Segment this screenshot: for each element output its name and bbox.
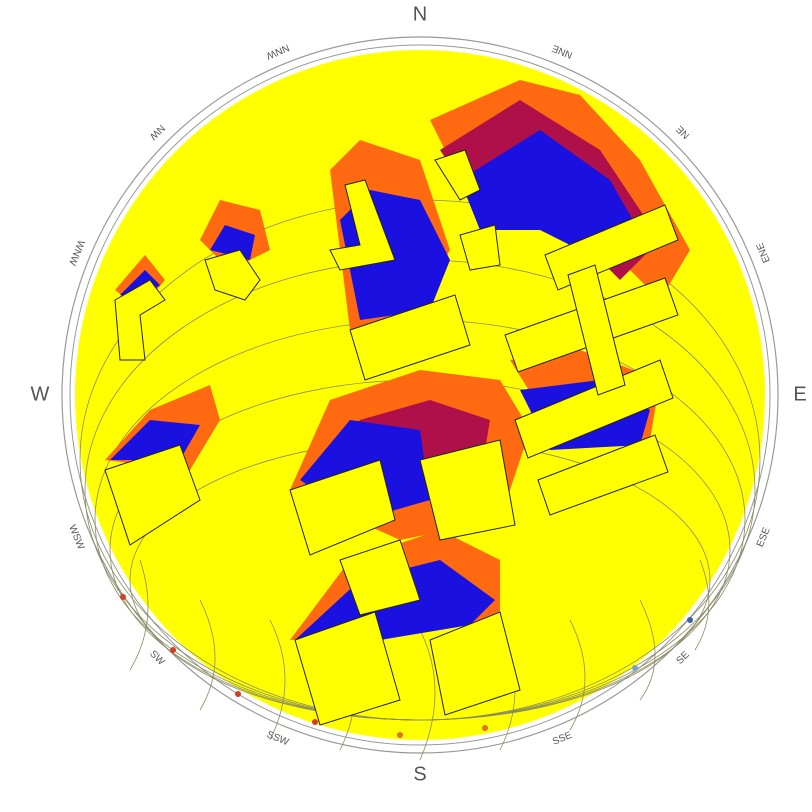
direction-label: NNW: [264, 42, 291, 62]
direction-label: NW: [147, 122, 167, 142]
direction-label: SE: [675, 649, 692, 666]
cardinal-label: W: [31, 383, 50, 405]
direction-label: WSW: [66, 524, 86, 552]
direction-label: SSE: [551, 730, 574, 748]
direction-label: WNW: [66, 238, 86, 267]
direction-label: ESE: [755, 526, 773, 549]
direction-label: ENE: [755, 241, 773, 265]
inner-ring: [69, 44, 771, 746]
outer-ring: [61, 36, 779, 754]
direction-label: NE: [674, 123, 692, 141]
cardinal-label: E: [793, 383, 806, 405]
direction-label: SSW: [265, 729, 291, 748]
sun-markers: [120, 594, 693, 738]
direction-label: NNE: [550, 42, 574, 60]
cardinal-label: N: [413, 3, 427, 25]
direction-label: SW: [147, 649, 167, 669]
buildings: [104, 149, 679, 726]
cardinal-label: S: [413, 763, 426, 785]
